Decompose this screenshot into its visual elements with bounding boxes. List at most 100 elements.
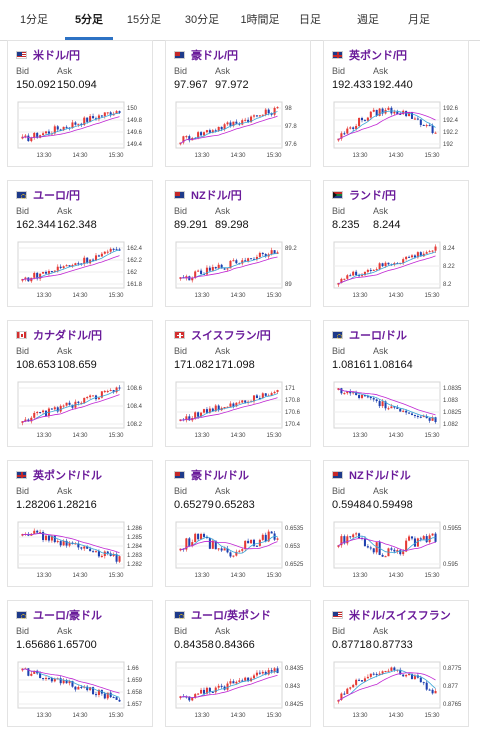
candle-body <box>255 672 258 676</box>
price-chart[interactable]: 98 97.8 97.6 13:30 14:30 15:30 <box>172 98 306 163</box>
price-chart[interactable]: 8.24 8.22 8.2 13:30 14:30 15:30 <box>330 238 464 303</box>
tab-0[interactable]: 1分足 <box>19 14 49 26</box>
pair-link[interactable]: スイスフラン/円 <box>191 330 271 342</box>
currency-card[interactable]: ユーロ/英ポンド Bid Ask 0.84358 0.84366 0.8435 0.843 0… <box>165 600 311 727</box>
currency-card[interactable]: 豪ドル/ドル Bid Ask 0.65279 0.65283 0.6535 0.653 0.6… <box>165 460 311 587</box>
candle-body <box>50 408 53 410</box>
candle-body <box>431 125 434 133</box>
candle-body <box>381 263 384 267</box>
price-chart[interactable]: 0.5955 0.595 13:30 14:30 15:30 <box>330 518 464 583</box>
currency-card[interactable]: 英ポンド/円 Bid Ask 192.433 192.440 192.6 192.4 192.… <box>323 40 469 167</box>
pair-link[interactable]: カナダドル/円 <box>33 330 103 342</box>
candle-body <box>118 387 121 389</box>
tab-7[interactable]: 月足 <box>408 14 430 26</box>
candle-body <box>214 540 217 550</box>
bid-value: 1.65686 <box>16 639 56 651</box>
candle-body <box>238 680 241 682</box>
price-chart[interactable]: 0.8775 0.877 0.8765 13:30 14:30 15:30 <box>330 658 464 723</box>
pair-link[interactable]: ユーロ/ドル <box>349 330 408 342</box>
price-chart[interactable]: 1.0835 1.083 1.0825 1.082 13:30 14:30 15:30 <box>330 378 464 443</box>
chart-frame <box>175 381 283 429</box>
price-chart[interactable]: 0.8435 0.843 0.8425 13:30 14:30 15:30 <box>172 658 306 723</box>
candle-body <box>247 119 250 123</box>
candle-body <box>21 533 24 536</box>
candle-body <box>393 111 396 114</box>
currency-card[interactable]: 英ポンド/ドル Bid Ask 1.28206 1.28216 1.286 1.285 1.2… <box>7 460 153 587</box>
bid-value: 8.235 <box>332 219 360 231</box>
candle-body <box>340 133 343 139</box>
price-chart[interactable]: 108.6 108.4 108.2 13:30 14:30 15:30 <box>14 378 148 443</box>
currency-card[interactable]: ユーロ/円 Bid Ask 162.344 162.348 162.4 162.2 162 16… <box>7 180 153 307</box>
candle-body <box>47 677 50 679</box>
y-tick-label: 161.8 <box>127 282 143 288</box>
price-chart[interactable]: 162.4 162.2 162 161.8 13:30 14:30 15:30 <box>14 238 148 303</box>
candle-body <box>276 538 279 540</box>
pair-link[interactable]: ユーロ/英ポンド <box>191 610 272 622</box>
tab-2[interactable]: 15分足 <box>126 14 162 26</box>
candle-body <box>346 688 349 694</box>
moving-average-long <box>22 394 120 423</box>
card-header: ユーロ/円 <box>16 188 80 202</box>
candle-body <box>393 549 396 552</box>
candle-body <box>434 132 437 134</box>
pair-link[interactable]: NZドル/円 <box>191 190 242 202</box>
currency-card[interactable]: 豪ドル/円 Bid Ask 97.967 97.972 98 97.8 97.6 13:30 14… <box>165 40 311 167</box>
currency-card[interactable]: ユーロ/豪ドル Bid Ask 1.65686 1.65700 1.66 1.659 1.65… <box>7 600 153 727</box>
tab-5[interactable]: 日足 <box>299 14 321 26</box>
price-chart[interactable]: 1.66 1.659 1.658 1.657 13:30 14:30 15:30 <box>14 658 148 723</box>
candle-body <box>50 678 53 682</box>
currency-card[interactable]: スイスフラン/円 Bid Ask 171.082 171.098 171 170.8 170.… <box>165 320 311 447</box>
bid-value: 150.092 <box>16 79 56 91</box>
tab-1[interactable]: 5分足 <box>65 0 113 40</box>
pair-link[interactable]: 英ポンド/ドル <box>33 470 103 482</box>
price-chart[interactable]: 192.6 192.4 192.2 192 13:30 14:30 15:30 <box>330 98 464 163</box>
candle-body <box>428 251 431 253</box>
candle-body <box>264 109 267 115</box>
pair-link[interactable]: ユーロ/豪ドル <box>33 610 103 622</box>
currency-card[interactable]: ユーロ/ドル Bid Ask 1.08161 1.08164 1.0835 1.083 1.0… <box>323 320 469 447</box>
ask-label: Ask <box>373 346 389 356</box>
price-chart[interactable]: 0.6535 0.653 0.6525 13:30 14:30 15:30 <box>172 518 306 583</box>
candle-body <box>109 553 112 556</box>
pair-link[interactable]: 米ドル/円 <box>33 50 81 62</box>
eu-au-flag-icon <box>16 611 27 619</box>
pair-link[interactable]: 豪ドル/ドル <box>191 470 250 482</box>
price-chart[interactable]: 89.2 89 13:30 14:30 15:30 <box>172 238 306 303</box>
candle-body <box>21 136 24 139</box>
tab-3[interactable]: 30分足 <box>184 14 220 26</box>
y-tick-label: 89.2 <box>285 246 297 252</box>
tab-6[interactable]: 週足 <box>357 14 379 26</box>
price-chart[interactable]: 171 170.8 170.6 170.4 13:30 14:30 15:30 <box>172 378 306 443</box>
candle-body <box>355 271 358 276</box>
pair-link[interactable]: ユーロ/円 <box>33 190 81 202</box>
candle-body <box>252 258 256 260</box>
currency-card[interactable]: カナダドル/円 Bid Ask 108.653 108.659 108.6 108.4 108… <box>7 320 153 447</box>
bid-label: Bid <box>174 486 188 496</box>
pair-link[interactable]: NZドル/ドル <box>349 470 411 482</box>
currency-card[interactable]: ランド/円 Bid Ask 8.235 8.244 8.24 8.22 8.2 13:30 14:… <box>323 180 469 307</box>
candle-body <box>431 417 434 421</box>
candle-body <box>62 540 65 546</box>
currency-card[interactable]: 米ドル/円 Bid Ask 150.092 150.094 150 149.8 149.6 14… <box>7 40 153 167</box>
tab-4[interactable]: 1時間足 <box>240 14 280 26</box>
currency-card[interactable]: 米ドル/スイスフラン Bid Ask 0.87718 0.87733 0.8775 0.87… <box>323 600 469 727</box>
pair-link[interactable]: ランド/円 <box>349 190 397 202</box>
candle-body <box>27 419 30 422</box>
candle-body <box>387 408 390 410</box>
candle-body <box>71 122 74 129</box>
currency-card[interactable]: NZドル/円 Bid Ask 89.291 89.298 89.2 89 13:30 14:30… <box>165 180 311 307</box>
au-us-flag-icon <box>174 471 185 479</box>
pair-link[interactable]: 豪ドル/円 <box>191 50 239 62</box>
price-chart[interactable]: 1.286 1.285 1.284 1.283 1.282 13:30 14:30 15:30 <box>14 518 148 583</box>
x-tick-label: 14:30 <box>230 293 246 299</box>
candle-body <box>86 117 89 122</box>
currency-card[interactable]: NZドル/ドル Bid Ask 0.59484 0.59498 0.5955 0.595 13… <box>323 460 469 587</box>
pair-link[interactable]: 英ポンド/円 <box>349 50 408 62</box>
pair-link[interactable]: 米ドル/スイスフラン <box>349 610 451 622</box>
y-tick-label: 1.283 <box>127 553 143 559</box>
candle-body <box>194 533 197 543</box>
y-tick-label: 0.6525 <box>285 562 304 568</box>
price-chart[interactable]: 150 149.8 149.6 149.4 13:30 14:30 15:30 <box>14 98 148 163</box>
candle-body <box>214 130 217 132</box>
za-flag-icon <box>332 191 343 199</box>
